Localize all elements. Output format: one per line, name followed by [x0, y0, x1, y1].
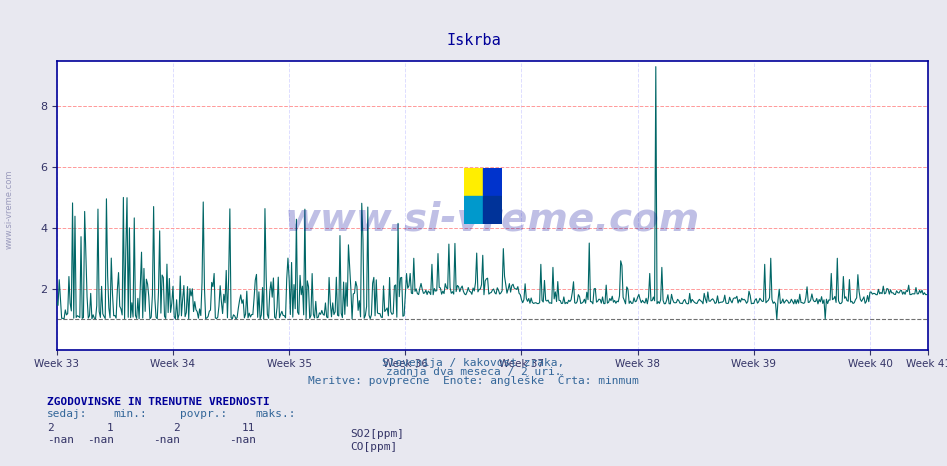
Text: 1: 1	[107, 423, 114, 433]
Text: 2: 2	[173, 423, 180, 433]
Text: ZGODOVINSKE IN TRENUTNE VREDNOSTI: ZGODOVINSKE IN TRENUTNE VREDNOSTI	[47, 397, 270, 407]
Text: povpr.:: povpr.:	[180, 409, 227, 419]
Text: min.:: min.:	[114, 409, 148, 419]
Text: -nan: -nan	[228, 435, 256, 445]
Text: www.si-vreme.com: www.si-vreme.com	[5, 170, 14, 249]
Text: Slovenija / kakovost zraka,: Slovenija / kakovost zraka,	[383, 358, 564, 368]
Text: -nan: -nan	[86, 435, 114, 445]
Text: zadnja dva meseca / 2 uri.: zadnja dva meseca / 2 uri.	[385, 367, 562, 377]
Bar	[464, 168, 483, 196]
Text: SO2[ppm]: SO2[ppm]	[350, 429, 404, 439]
Bar	[483, 196, 502, 224]
Text: 11: 11	[242, 423, 256, 433]
Bar	[464, 196, 483, 224]
Text: www.si-vreme.com: www.si-vreme.com	[285, 200, 700, 239]
Text: Meritve: povprečne  Enote: angleške  Črta: minmum: Meritve: povprečne Enote: angleške Črta:…	[308, 375, 639, 386]
Text: 2: 2	[47, 423, 54, 433]
Bar	[483, 168, 502, 196]
Text: -nan: -nan	[47, 435, 75, 445]
Text: sedaj:: sedaj:	[47, 409, 88, 419]
Text: CO[ppm]: CO[ppm]	[350, 442, 398, 452]
Text: -nan: -nan	[152, 435, 180, 445]
Text: Iskrba: Iskrba	[446, 33, 501, 48]
Text: maks.:: maks.:	[256, 409, 296, 419]
